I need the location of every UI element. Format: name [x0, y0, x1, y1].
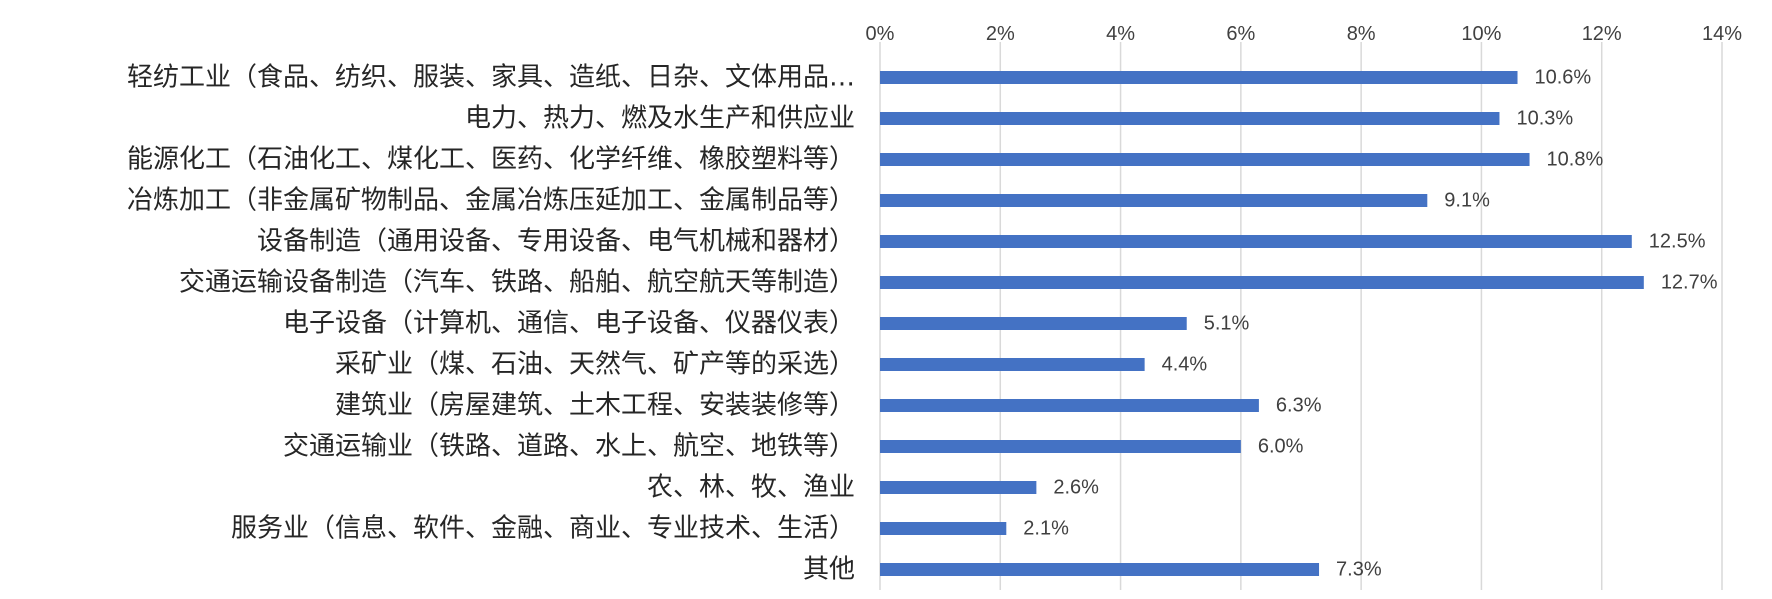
- data-label: 6.0%: [1258, 436, 1304, 458]
- data-label: 12.5%: [1649, 231, 1706, 253]
- data-label: 10.3%: [1516, 108, 1573, 130]
- x-tick-label: 12%: [1582, 23, 1622, 45]
- x-tick-label: 14%: [1702, 23, 1742, 45]
- x-tick-label: 6%: [1226, 23, 1255, 45]
- bar: [880, 71, 1518, 84]
- data-label: 10.8%: [1547, 149, 1604, 171]
- category-label: 交通运输设备制造（汽车、铁路、船舶、航空航天等制造）: [179, 268, 855, 298]
- category-label: 电子设备（计算机、通信、电子设备、仪器仪表）: [283, 309, 855, 339]
- data-label: 2.1%: [1023, 518, 1069, 540]
- bar: [880, 112, 1500, 125]
- category-label: 轻纺工业（食品、纺织、服装、家具、造纸、日杂、文体用品…: [127, 63, 855, 93]
- bar: [880, 317, 1187, 330]
- data-label: 6.3%: [1276, 395, 1322, 417]
- bar: [880, 276, 1644, 289]
- category-label: 采矿业（煤、石油、天然气、矿产等的采选）: [335, 350, 855, 380]
- bar: [880, 440, 1241, 453]
- bar: [880, 153, 1530, 166]
- data-label: 2.6%: [1053, 477, 1099, 499]
- x-tick-label: 10%: [1461, 23, 1501, 45]
- bar: [880, 481, 1037, 494]
- data-label: 12.7%: [1661, 272, 1718, 294]
- data-label: 4.4%: [1162, 354, 1208, 376]
- grid-lines: [879, 42, 1723, 590]
- data-label: 5.1%: [1204, 313, 1250, 335]
- category-labels: 轻纺工业（食品、纺织、服装、家具、造纸、日杂、文体用品… 电力、热力、燃及水生产和…: [127, 63, 855, 585]
- category-label: 交通运输业（铁路、道路、水上、航空、地铁等）: [283, 432, 855, 462]
- bar: [880, 235, 1632, 248]
- x-tick-label: 8%: [1347, 23, 1376, 45]
- category-label: 其他: [803, 555, 855, 585]
- data-label: 7.3%: [1336, 559, 1382, 581]
- category-label: 农、林、牧、渔业: [647, 473, 855, 503]
- category-label: 服务业（信息、软件、金融、商业、专业技术、生活）: [231, 514, 855, 544]
- bar: [880, 522, 1007, 535]
- category-label: 建筑业（房屋建筑、土木工程、安装装修等）: [335, 391, 855, 421]
- bar: [880, 194, 1428, 207]
- x-tick-label: 2%: [986, 23, 1015, 45]
- category-label: 能源化工（石油化工、煤化工、医药、化学纤维、橡胶塑料等）: [127, 145, 855, 175]
- category-label: 冶炼加工（非金属矿物制品、金属冶炼压延加工、金属制品等）: [127, 186, 855, 216]
- data-labels: 10.6% 10.3% 10.8% 9.1% 12.5% 12.7% 5.1% 4.4% 6.3…: [1023, 67, 1717, 581]
- category-label: 电力、热力、燃及水生产和供应业: [465, 104, 855, 134]
- bar: [880, 358, 1145, 371]
- bars: [880, 71, 1644, 576]
- data-label: 9.1%: [1444, 190, 1490, 212]
- x-tick-label: 4%: [1106, 23, 1135, 45]
- x-tick-label: 0%: [866, 23, 895, 45]
- data-label: 10.6%: [1535, 67, 1592, 89]
- x-axis-ticks: 0% 2% 4% 6% 8% 10% 12% 14%: [866, 23, 1743, 45]
- category-label: 设备制造（通用设备、专用设备、电气机械和器材）: [257, 227, 855, 257]
- bar: [880, 399, 1259, 412]
- bar: [880, 563, 1320, 576]
